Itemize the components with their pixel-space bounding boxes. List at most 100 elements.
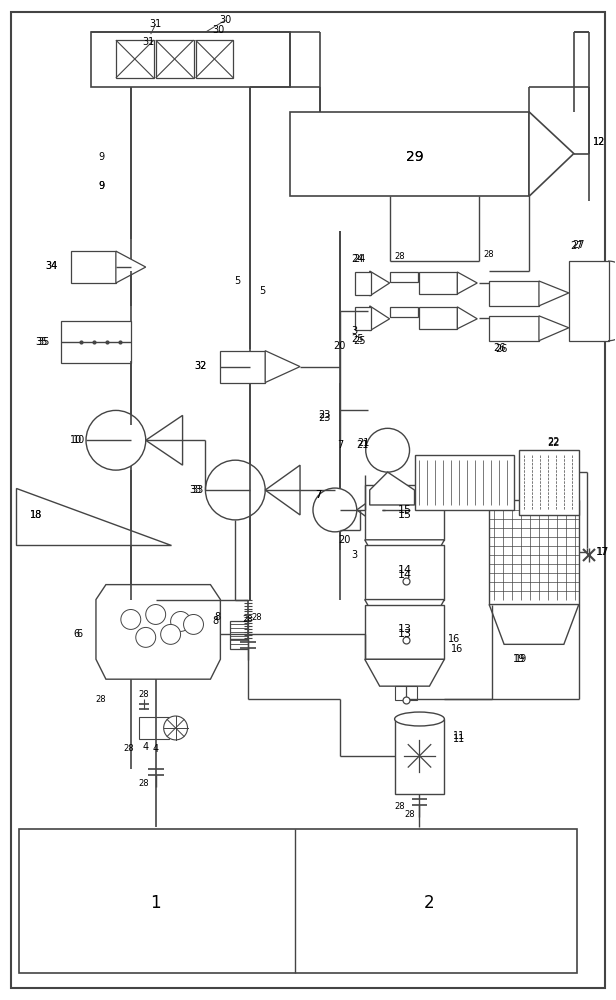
Text: 22: 22 [548,437,560,447]
Text: 28: 28 [139,779,149,788]
Text: 9: 9 [98,181,104,191]
Polygon shape [365,600,444,626]
Bar [365,545,444,600]
Text: 25: 25 [354,336,366,346]
Text: 12: 12 [593,137,605,147]
Text: 22: 22 [548,438,560,448]
Text: 30: 30 [219,15,232,25]
Text: 11: 11 [453,734,466,744]
Text: 23: 23 [318,413,331,423]
Bar [139,717,169,739]
Polygon shape [539,316,569,341]
Text: 29: 29 [406,150,423,164]
Text: 17: 17 [596,547,608,557]
Text: 20: 20 [334,341,346,351]
Polygon shape [370,306,390,331]
Bar [365,485,444,540]
Bar [365,605,444,659]
Text: 11: 11 [453,731,466,741]
Bar [489,316,539,341]
Bar [489,500,579,605]
Text: 34: 34 [45,261,57,271]
Text: 30: 30 [213,25,224,35]
Bar [415,455,514,510]
Bar [395,719,444,794]
Bar [519,450,579,515]
Text: 20: 20 [339,535,351,545]
Text: 21: 21 [357,440,369,450]
Text: 14: 14 [397,570,411,580]
Text: 28: 28 [139,690,149,699]
Text: 7: 7 [315,490,321,500]
Circle shape [164,716,187,740]
Circle shape [171,611,190,631]
Bar [221,351,265,383]
Text: 10: 10 [73,435,85,445]
Text: 28: 28 [251,613,262,622]
Text: 35: 35 [35,337,47,347]
Text: 27: 27 [570,241,583,251]
Bar [569,261,609,341]
Bar [395,626,416,640]
Text: 7: 7 [315,490,321,500]
Circle shape [136,627,156,647]
Bar [419,272,457,294]
Bar [355,272,371,295]
Text: 3: 3 [352,326,358,336]
Text: 33: 33 [192,485,204,495]
Circle shape [206,460,265,520]
Text: 5: 5 [259,286,265,296]
Text: 9: 9 [98,181,104,191]
Text: 32: 32 [194,361,207,371]
Polygon shape [146,415,182,465]
Text: 28: 28 [95,695,106,704]
Text: 13: 13 [397,624,411,634]
Text: 18: 18 [30,510,43,520]
Circle shape [146,605,166,624]
Bar [290,112,529,196]
Text: 6: 6 [73,629,79,639]
Polygon shape [96,585,221,679]
Bar [419,307,457,329]
Text: 21: 21 [357,438,370,448]
Text: 2: 2 [424,894,435,912]
Bar [195,40,233,78]
Polygon shape [370,472,415,505]
Polygon shape [365,540,444,567]
Polygon shape [357,492,382,528]
Circle shape [161,624,180,644]
Text: 19: 19 [515,654,527,664]
Polygon shape [539,281,569,306]
Text: 10: 10 [70,435,82,445]
Polygon shape [370,271,390,296]
Polygon shape [16,488,171,545]
Ellipse shape [395,712,444,726]
Text: 16: 16 [448,634,461,644]
Polygon shape [457,272,477,294]
Polygon shape [489,605,579,644]
Text: 28: 28 [394,802,405,811]
Text: 28: 28 [123,744,134,753]
Text: 8: 8 [213,616,219,626]
Bar [489,281,539,306]
Circle shape [366,428,410,472]
Text: 23: 23 [318,410,331,420]
Bar [390,272,418,282]
Text: 35: 35 [37,337,49,347]
Text: 28: 28 [404,810,415,819]
Bar [390,307,418,317]
Text: 1: 1 [150,894,161,912]
Bar [91,32,290,87]
Text: 14: 14 [397,565,411,575]
Circle shape [86,410,146,470]
Text: 27: 27 [572,240,585,250]
Text: 18: 18 [30,510,43,520]
Text: 8: 8 [214,612,221,622]
Text: 28: 28 [484,250,495,259]
Text: 28: 28 [242,615,253,624]
Text: 25: 25 [352,334,364,344]
Text: 33: 33 [189,485,201,495]
Polygon shape [116,251,146,283]
Bar [395,686,416,700]
Text: 29: 29 [406,150,423,164]
